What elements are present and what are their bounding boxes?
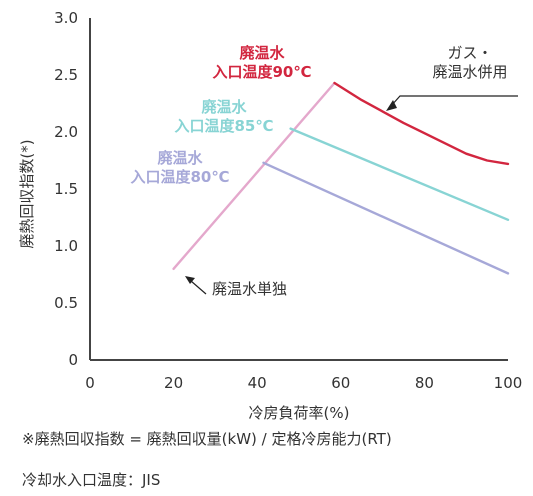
y-tick-label: 0.5 (54, 294, 78, 312)
y-tick-label: 3.0 (54, 9, 78, 27)
x-tick-label: 100 (494, 374, 523, 392)
arrowhead-single (185, 276, 195, 284)
label-90c: 廃温水入口温度90℃ (212, 44, 311, 81)
x-tick-label: 0 (85, 374, 95, 392)
y-tick-label: 2.0 (54, 123, 78, 141)
series-line-80c (262, 161, 510, 275)
x-tick-label: 20 (164, 374, 183, 392)
annotations: 廃温水入口温度90℃ 廃温水入口温度85℃ 廃温水入口温度80℃ ガス・廃温水併用廃温… (130, 44, 518, 298)
label-80c: 廃温水入口温度80℃ (130, 149, 229, 186)
series-line-single (172, 81, 336, 270)
leader-single (190, 280, 207, 295)
series-line-85c (289, 127, 510, 222)
tick-labels: 0 0.5 1.0 1.5 2.0 2.5 3.0 0 20 40 60 80 100 (54, 9, 522, 392)
y-tick-label: 1.0 (54, 237, 78, 255)
series-line-90c (333, 81, 510, 166)
x-tick-label: 40 (248, 374, 267, 392)
x-tick-label: 60 (331, 374, 350, 392)
formula-note: ※廃熱回収指数 = 廃熱回収量(kW) / 定格冷房能力(RT) (22, 430, 392, 448)
x-tick-label: 80 (415, 374, 434, 392)
leader-combined (390, 95, 518, 107)
y-tick-label: 2.5 (54, 66, 78, 84)
label-combined: ガス・廃温水併用 (432, 44, 507, 81)
cooling-water-note: 冷却水入口温度：JIS (22, 471, 161, 489)
arrowhead-combined (386, 100, 397, 111)
series-lines (172, 81, 510, 275)
y-tick-label: 0 (68, 351, 78, 369)
label-single: 廃温水単独 (212, 280, 287, 298)
x-axis-title: 冷房負荷率(%) (249, 404, 350, 422)
axes (89, 18, 508, 361)
y-axis-title: 廃熱回収指数(*) (18, 139, 36, 248)
label-85c: 廃温水入口温度85℃ (174, 98, 273, 135)
y-tick-label: 1.5 (54, 180, 78, 198)
